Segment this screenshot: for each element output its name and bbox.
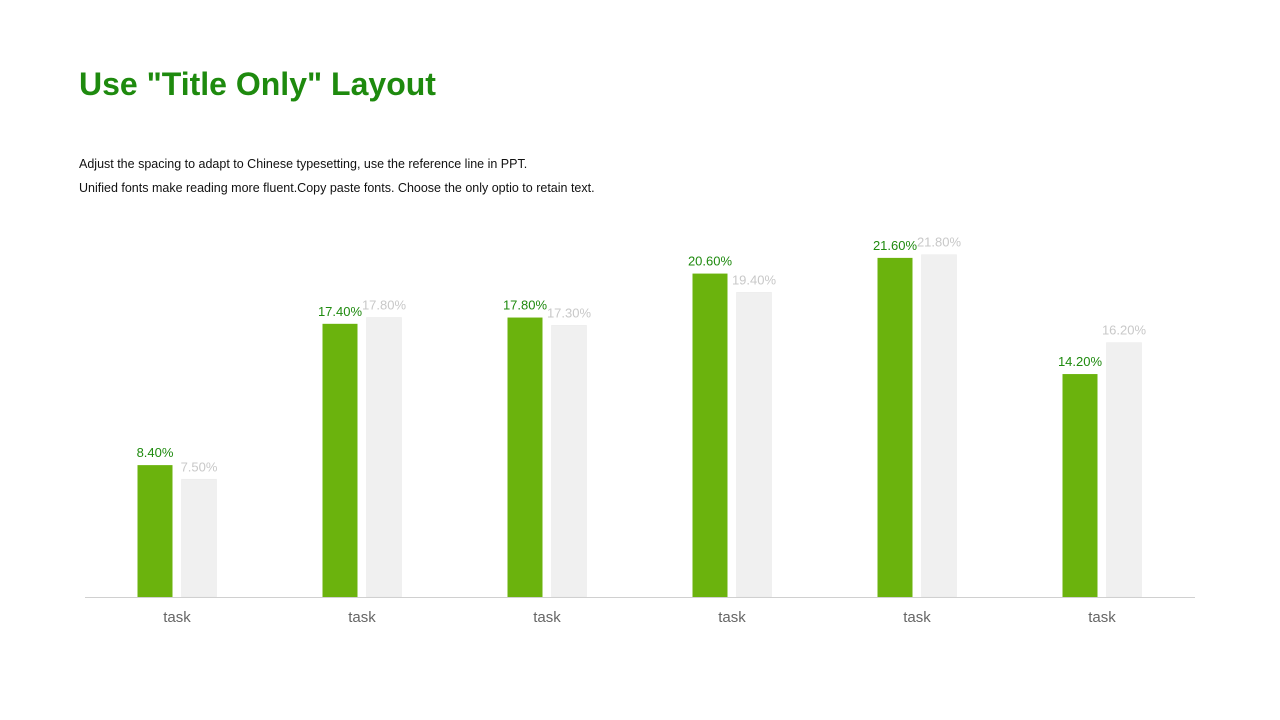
data-label-secondary: 21.80% — [917, 235, 962, 250]
bar-group: 8.40% 7.50% task — [137, 445, 218, 626]
slide-title: Use "Title Only" Layout — [79, 66, 436, 102]
bar-group: 14.20% 16.20% task — [1058, 323, 1147, 626]
description-line-1: Adjust the spacing to adapt to Chinese t… — [79, 157, 528, 171]
bar-primary — [137, 465, 173, 597]
data-label-secondary: 7.50% — [181, 459, 218, 474]
bar-secondary — [921, 254, 957, 598]
bar-group: 21.60% 21.80% task — [873, 235, 962, 626]
data-label-primary: 17.40% — [318, 304, 363, 319]
bar-primary — [877, 257, 913, 597]
description-line-2: Unified fonts make reading more fluent.C… — [79, 181, 595, 195]
bar-primary — [507, 317, 543, 597]
bar-secondary — [181, 478, 217, 598]
bar-secondary — [551, 325, 587, 598]
bar-group: 17.40% 17.80% task — [318, 298, 407, 626]
category-label: task — [163, 609, 191, 626]
bar-group: 17.80%17.30% task — [503, 298, 592, 626]
category-label: task — [903, 609, 931, 626]
data-label-secondary: 17.30% — [547, 305, 592, 320]
category-label: task — [1088, 609, 1116, 626]
data-label-primary: 17.80% — [503, 298, 548, 313]
bar-primary — [692, 273, 728, 597]
data-label-primary: 8.40% — [137, 445, 174, 460]
bar-secondary — [366, 317, 402, 598]
bar-secondary — [1106, 342, 1142, 598]
data-label-secondary: 17.80% — [362, 298, 407, 313]
data-label-primary: 20.60% — [688, 254, 733, 269]
bar-group: 20.60% 19.40% task — [688, 254, 777, 626]
data-label-secondary: 19.40% — [732, 272, 777, 287]
category-label: task — [348, 609, 376, 626]
bar-secondary — [736, 292, 772, 598]
data-label-secondary: 16.20% — [1102, 323, 1147, 338]
bar-primary — [1062, 374, 1098, 597]
category-label: task — [533, 609, 561, 626]
category-label: task — [718, 609, 746, 626]
bar-primary — [322, 323, 358, 597]
data-label-primary: 21.60% — [873, 238, 918, 253]
data-label-primary: 14.20% — [1058, 354, 1103, 369]
